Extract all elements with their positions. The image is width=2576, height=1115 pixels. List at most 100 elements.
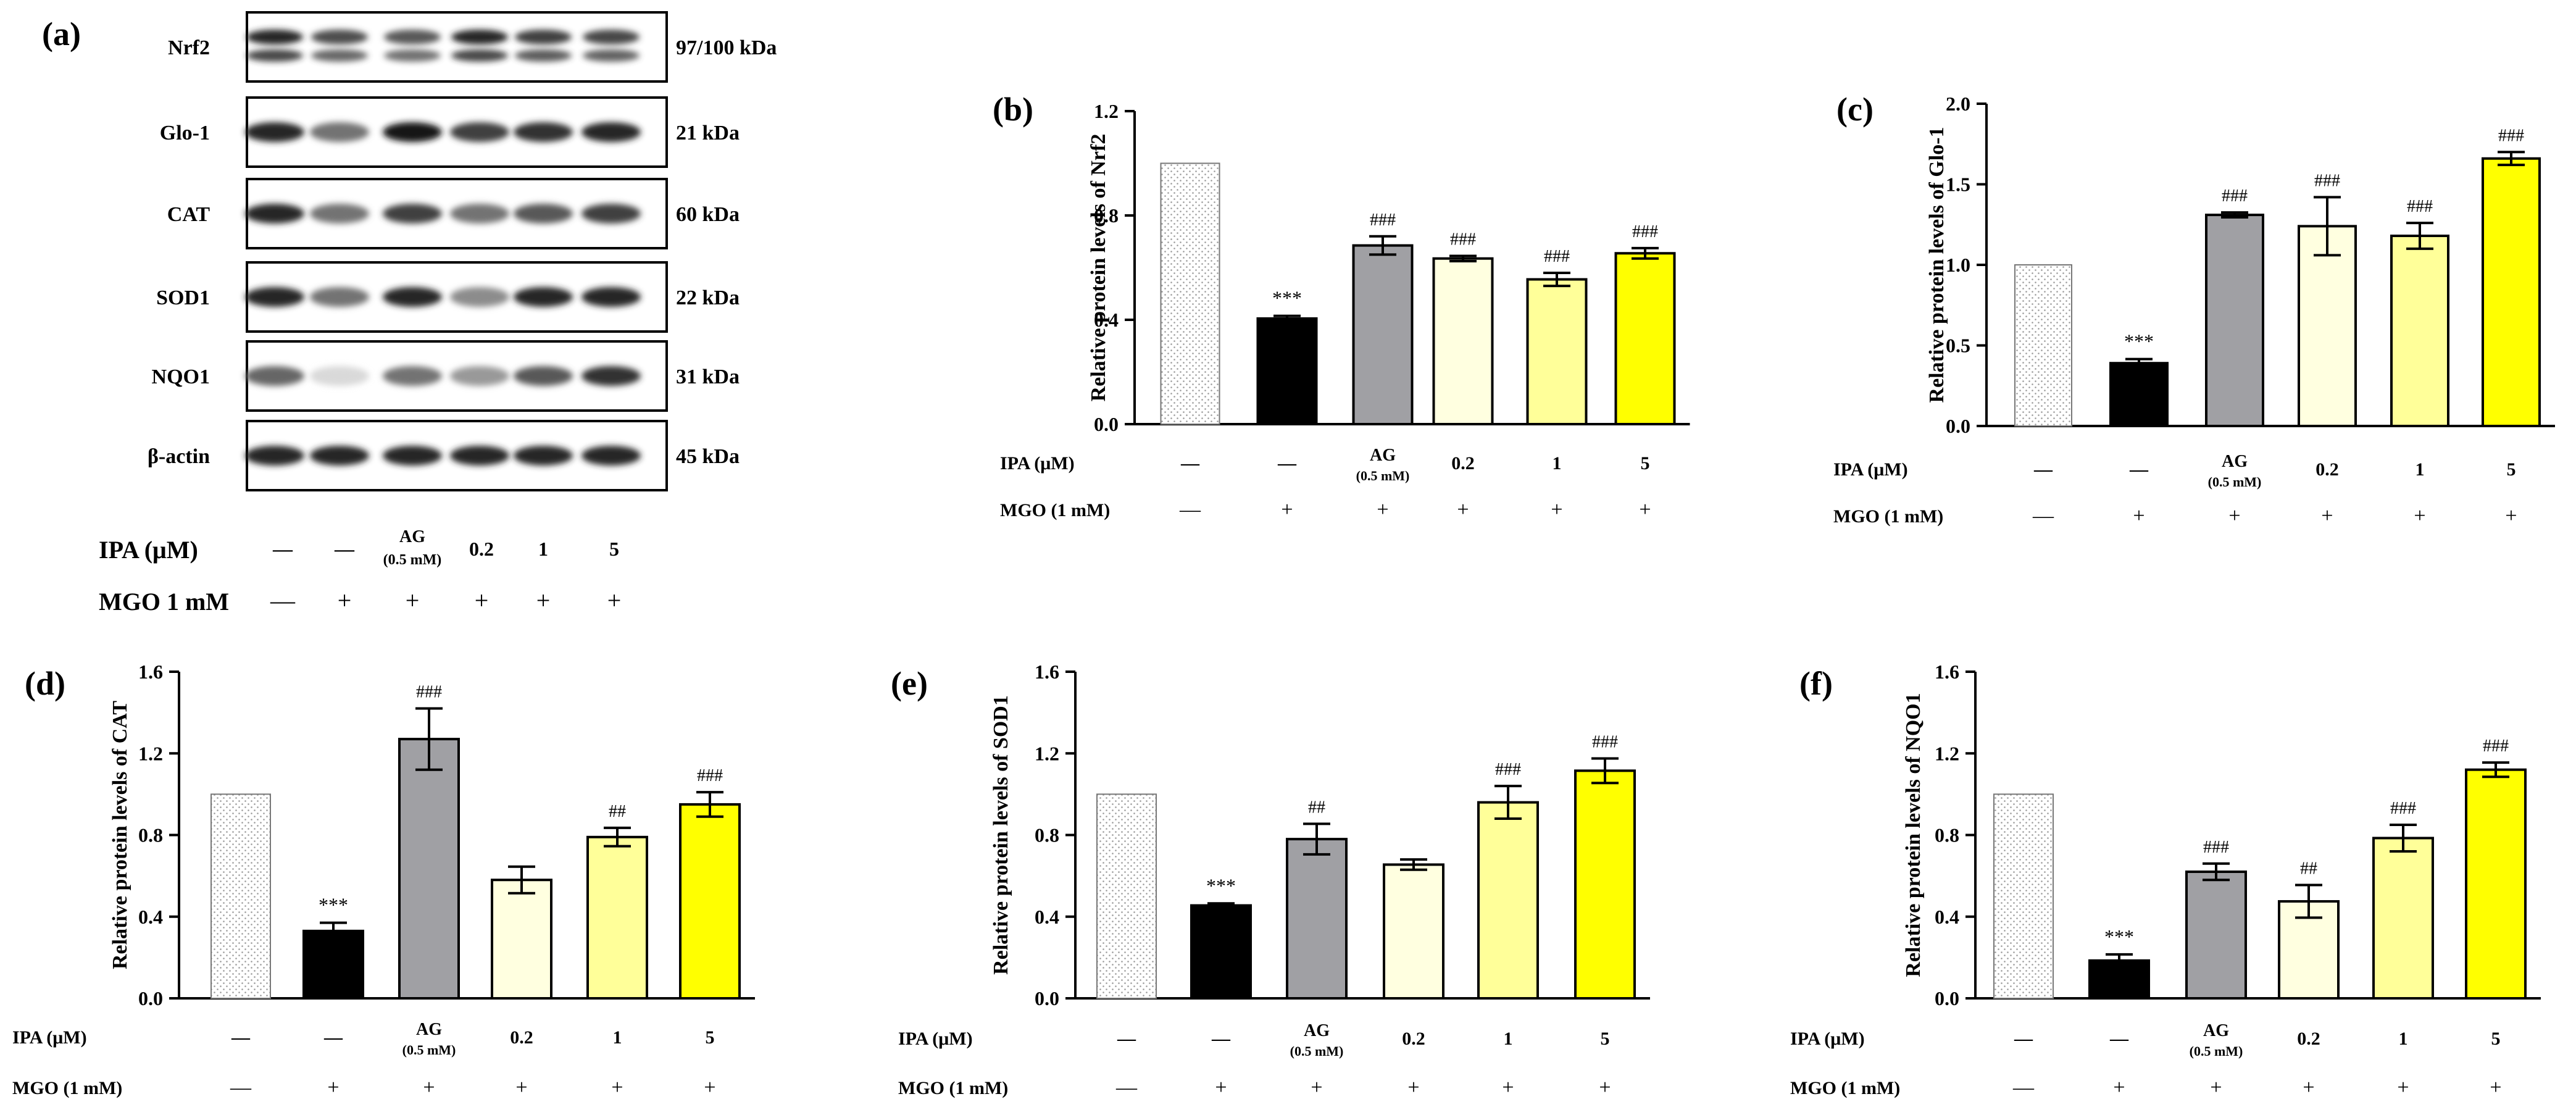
y-tick-label: 0.0 <box>138 987 163 1009</box>
mgo-label: MGO 1 mM <box>99 588 229 616</box>
blot-band <box>514 204 573 223</box>
significance-label: *** <box>1272 287 1302 309</box>
blot-row-sod1 <box>245 261 668 333</box>
bar <box>2014 264 2072 427</box>
blot-band <box>581 366 641 386</box>
y-tick-label: 1.2 <box>1094 100 1119 122</box>
chart-c: (c) 0.0 0.5 1.0 1.5 2.0 Relative protein level… <box>1833 91 2555 527</box>
blot-band <box>383 204 442 223</box>
blot-band <box>581 446 641 466</box>
panel-label: (e) <box>891 665 928 702</box>
bar <box>1574 769 1636 1000</box>
significance-label: ### <box>1495 760 1521 779</box>
ipa-label: IPA (μM) <box>1833 459 1908 480</box>
ag-sub-label: (0.5 mM) <box>2208 474 2262 490</box>
protein-size-label: 22 kDa <box>676 286 740 309</box>
ag-sub-label: (0.5 mM) <box>1290 1043 1344 1059</box>
mgo-value: + <box>1599 1076 1611 1099</box>
blot-band <box>451 49 508 62</box>
bar <box>2185 871 2247 1000</box>
y-tick-label: 0.8 <box>138 824 163 846</box>
blot-band <box>384 30 441 44</box>
blot-band <box>450 446 509 466</box>
y-tick-label: 1.2 <box>1035 742 1059 764</box>
blot-band <box>245 366 304 386</box>
mgo-value: + <box>2303 1076 2314 1099</box>
bar <box>1256 317 1318 426</box>
ipa-value: AG <box>399 527 425 546</box>
bar <box>679 803 741 1000</box>
ipa-value: 5 <box>1641 453 1650 474</box>
y-tick-label: 0.0 <box>1935 987 1959 1009</box>
ipa-value: 1 <box>2416 459 2425 480</box>
blot-band <box>311 49 368 62</box>
significance-label: ## <box>2300 859 2317 879</box>
protein-size-label: 21 kDa <box>676 122 740 144</box>
blot-band <box>514 446 573 466</box>
mgo-value: — <box>230 1076 252 1099</box>
significance-label: ## <box>1308 798 1325 817</box>
ipa-value: — <box>2129 459 2149 480</box>
y-tick-label: 0.8 <box>1935 824 1959 846</box>
chart-b: (b) 0.0 0.4 0.8 1.2 Relative protein levels o… <box>993 91 1690 521</box>
mgo-value: + <box>1502 1076 1514 1099</box>
mgo-label: MGO (1 mM) <box>1790 1078 1900 1098</box>
y-tick-label: 1.0 <box>1946 254 1970 276</box>
protein-label: NQO1 <box>152 365 210 388</box>
mgo-value: + <box>2397 1076 2409 1099</box>
y-tick-label: 1.5 <box>1946 173 1970 196</box>
bar <box>1352 244 1414 425</box>
mgo-value: + <box>2133 504 2145 527</box>
significance-label: *** <box>319 894 348 916</box>
mgo-value: + <box>607 587 622 614</box>
mgo-value: + <box>2505 504 2517 527</box>
mgo-value: + <box>1407 1076 1419 1099</box>
blot-row-nrf2 <box>246 11 668 83</box>
blot-band <box>514 366 573 386</box>
y-axis-label: Relative protein levels of Nrf2 <box>1087 134 1110 402</box>
blot-band <box>514 287 573 307</box>
mgo-value: + <box>2321 504 2333 527</box>
ipa-value: 0.2 <box>1451 453 1475 474</box>
significance-label: ### <box>2222 186 2248 206</box>
ipa-value: — <box>323 1027 343 1048</box>
chart-e: (e) 0.0 0.4 0.8 1.2 1.6 Relative protein level… <box>891 661 1650 1099</box>
mgo-value: + <box>704 1076 715 1099</box>
mgo-value: + <box>338 587 352 614</box>
y-tick-label: 1.2 <box>138 742 163 764</box>
mgo-value: — <box>1179 498 1201 521</box>
ipa-value: — <box>2033 459 2053 480</box>
bar <box>1383 863 1444 1000</box>
y-axis-label: Relative protein levels of Glo-1 <box>1925 127 1948 403</box>
mgo-value: + <box>475 587 489 614</box>
significance-label: *** <box>2124 330 2154 353</box>
blot-band <box>581 204 641 223</box>
blot-band <box>514 122 573 142</box>
blot-band <box>245 204 304 223</box>
blot-band <box>583 30 640 44</box>
bar <box>491 879 552 1000</box>
mgo-value: + <box>423 1076 435 1099</box>
bar <box>1160 162 1220 425</box>
bar <box>210 793 271 999</box>
bar <box>1526 278 1588 426</box>
ipa-value: — <box>272 538 293 560</box>
bar <box>2205 214 2264 427</box>
bar <box>398 738 460 1000</box>
blot-row-cat <box>245 178 668 249</box>
bar <box>1286 838 1348 1000</box>
significance-label: ### <box>2407 197 2433 216</box>
significance-label: ### <box>1632 222 1658 241</box>
blot-band <box>583 49 640 62</box>
mgo-value: + <box>2113 1076 2125 1099</box>
ag-sub-label: (0.5 mM) <box>2190 1043 2243 1059</box>
ipa-value: 1 <box>1553 453 1562 474</box>
blot-band <box>246 49 303 62</box>
bar <box>1614 252 1676 425</box>
bar <box>2109 362 2169 428</box>
bar-charts: (b) 0.0 0.4 0.8 1.2 Relative protein levels o… <box>12 91 2555 1099</box>
significance-label: ### <box>1544 247 1570 266</box>
ipa-value: AG <box>1370 446 1396 465</box>
mgo-value: + <box>1281 498 1293 521</box>
